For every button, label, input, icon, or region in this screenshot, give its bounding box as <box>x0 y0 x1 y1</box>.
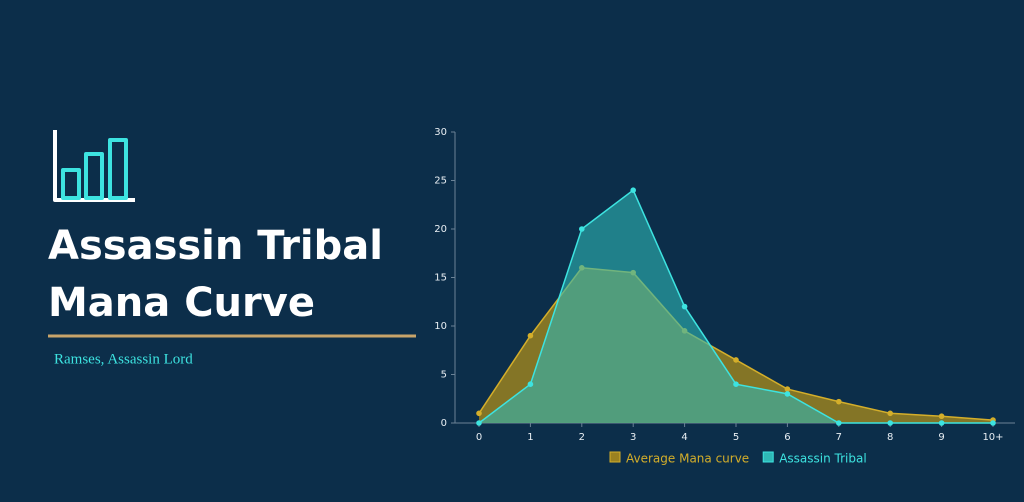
y-tick-label: 30 <box>434 127 447 138</box>
point <box>527 381 534 388</box>
x-tick-label: 1 <box>527 432 533 443</box>
y-tick-label: 15 <box>434 273 447 284</box>
x-tick-label: 5 <box>733 432 739 443</box>
x-tick-label: 9 <box>938 432 944 443</box>
chart-icon <box>53 130 135 202</box>
point <box>938 413 945 420</box>
point <box>527 332 534 339</box>
x-tick-label: 10+ <box>982 432 1003 443</box>
point <box>681 303 688 310</box>
point <box>938 420 945 426</box>
y-tick-label: 5 <box>441 370 447 381</box>
point <box>990 420 996 426</box>
chart-title: Mana Curve <box>48 280 315 326</box>
point <box>733 357 739 363</box>
legend-swatch <box>762 451 774 463</box>
point <box>836 398 842 405</box>
point <box>733 381 739 388</box>
subtitle: Ramses, Assassin Lord <box>54 351 193 367</box>
y-tick-label: 25 <box>434 176 447 187</box>
x-tick-label: 4 <box>681 432 687 443</box>
point <box>476 410 482 417</box>
y-tick-label: 0 <box>441 418 447 429</box>
x-tick-label: 8 <box>887 432 893 443</box>
point <box>784 386 791 392</box>
legend-label: Average Mana curve <box>626 452 749 466</box>
legend-swatch <box>609 451 621 463</box>
y-tick-label: 10 <box>434 321 447 332</box>
x-tick-label: 6 <box>784 432 790 443</box>
legend-label: Assassin Tribal <box>779 452 866 466</box>
point <box>887 410 893 417</box>
point <box>887 420 893 426</box>
point <box>630 187 636 193</box>
point <box>476 420 482 426</box>
y-tick-label: 20 <box>434 224 447 235</box>
x-tick-label: 3 <box>630 432 636 443</box>
x-tick-label: 2 <box>579 432 585 443</box>
point <box>579 226 585 232</box>
chart-title: Assassin Tribal <box>48 223 383 269</box>
point <box>784 391 791 397</box>
x-tick-label: 0 <box>476 432 482 443</box>
point <box>836 420 842 426</box>
x-tick-label: 7 <box>836 432 842 443</box>
area <box>479 190 993 423</box>
